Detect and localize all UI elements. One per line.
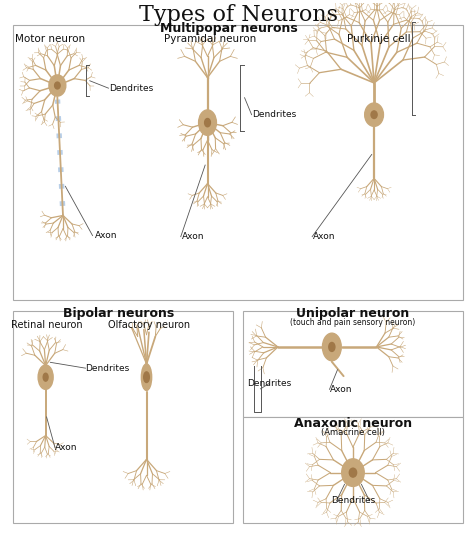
Ellipse shape — [329, 342, 335, 351]
Ellipse shape — [199, 110, 217, 135]
Text: Axon: Axon — [313, 232, 336, 241]
FancyBboxPatch shape — [243, 311, 463, 417]
Text: Dendrites: Dendrites — [252, 110, 296, 119]
Ellipse shape — [55, 82, 60, 89]
Ellipse shape — [141, 364, 152, 391]
Text: Dendrites: Dendrites — [85, 364, 130, 373]
Text: Motor neuron: Motor neuron — [15, 34, 85, 44]
FancyBboxPatch shape — [243, 417, 463, 523]
Text: Anaxonic neuron: Anaxonic neuron — [294, 417, 412, 430]
Ellipse shape — [342, 459, 364, 486]
Text: Dendrites: Dendrites — [109, 83, 153, 93]
Text: Pyramidal neuron: Pyramidal neuron — [164, 34, 256, 44]
Text: Retinal neuron: Retinal neuron — [11, 320, 82, 330]
Ellipse shape — [144, 372, 149, 383]
Text: Axon: Axon — [95, 231, 118, 240]
Text: Dendrites: Dendrites — [247, 379, 291, 388]
Text: (Amacrine cell): (Amacrine cell) — [321, 429, 385, 437]
Ellipse shape — [322, 333, 341, 361]
Text: Bipolar neurons: Bipolar neurons — [63, 307, 174, 320]
Text: Unipolar neuron: Unipolar neuron — [296, 307, 410, 320]
Ellipse shape — [349, 468, 356, 477]
Text: Axon: Axon — [55, 443, 78, 452]
FancyBboxPatch shape — [13, 311, 233, 523]
Text: Purkinje cell: Purkinje cell — [347, 34, 410, 44]
FancyBboxPatch shape — [13, 25, 463, 300]
Text: Olfactory neuron: Olfactory neuron — [108, 320, 190, 330]
Text: Axon: Axon — [329, 385, 352, 394]
Text: (touch and pain sensory neuron): (touch and pain sensory neuron) — [291, 318, 416, 327]
Ellipse shape — [205, 119, 210, 127]
Ellipse shape — [371, 111, 377, 118]
Ellipse shape — [365, 103, 383, 126]
Text: Types of Neurons: Types of Neurons — [138, 4, 337, 26]
Ellipse shape — [49, 75, 66, 96]
Ellipse shape — [38, 365, 53, 389]
Text: Dendrites: Dendrites — [331, 496, 375, 505]
Text: Axon: Axon — [182, 232, 204, 241]
Text: Multipopar neurons: Multipopar neurons — [160, 22, 298, 35]
Ellipse shape — [43, 373, 48, 381]
